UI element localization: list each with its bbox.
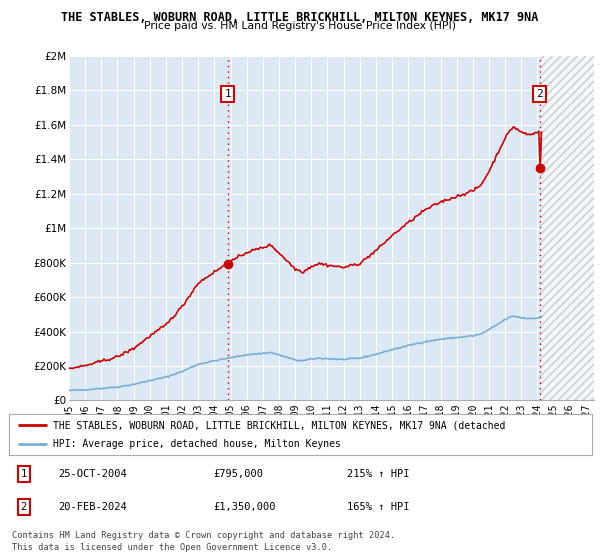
Text: Price paid vs. HM Land Registry's House Price Index (HPI): Price paid vs. HM Land Registry's House …: [144, 21, 456, 31]
Text: 1: 1: [20, 469, 27, 479]
Text: 1: 1: [224, 89, 231, 99]
Text: 25-OCT-2004: 25-OCT-2004: [59, 469, 127, 479]
Text: £1,350,000: £1,350,000: [213, 502, 275, 512]
Bar: [539, 56, 594, 400]
Text: THE STABLES, WOBURN ROAD, LITTLE BRICKHILL, MILTON KEYNES, MK17 9NA: THE STABLES, WOBURN ROAD, LITTLE BRICKHI…: [61, 11, 539, 24]
Text: Contains HM Land Registry data © Crown copyright and database right 2024.
This d: Contains HM Land Registry data © Crown c…: [12, 531, 395, 552]
Text: THE STABLES, WOBURN ROAD, LITTLE BRICKHILL, MILTON KEYNES, MK17 9NA (detached: THE STABLES, WOBURN ROAD, LITTLE BRICKHI…: [53, 421, 505, 430]
Text: 2: 2: [20, 502, 27, 512]
Text: 215% ↑ HPI: 215% ↑ HPI: [347, 469, 410, 479]
Text: 20-FEB-2024: 20-FEB-2024: [59, 502, 127, 512]
Text: £795,000: £795,000: [213, 469, 263, 479]
Text: HPI: Average price, detached house, Milton Keynes: HPI: Average price, detached house, Milt…: [53, 439, 341, 449]
Text: 165% ↑ HPI: 165% ↑ HPI: [347, 502, 410, 512]
Text: 2: 2: [536, 89, 543, 99]
